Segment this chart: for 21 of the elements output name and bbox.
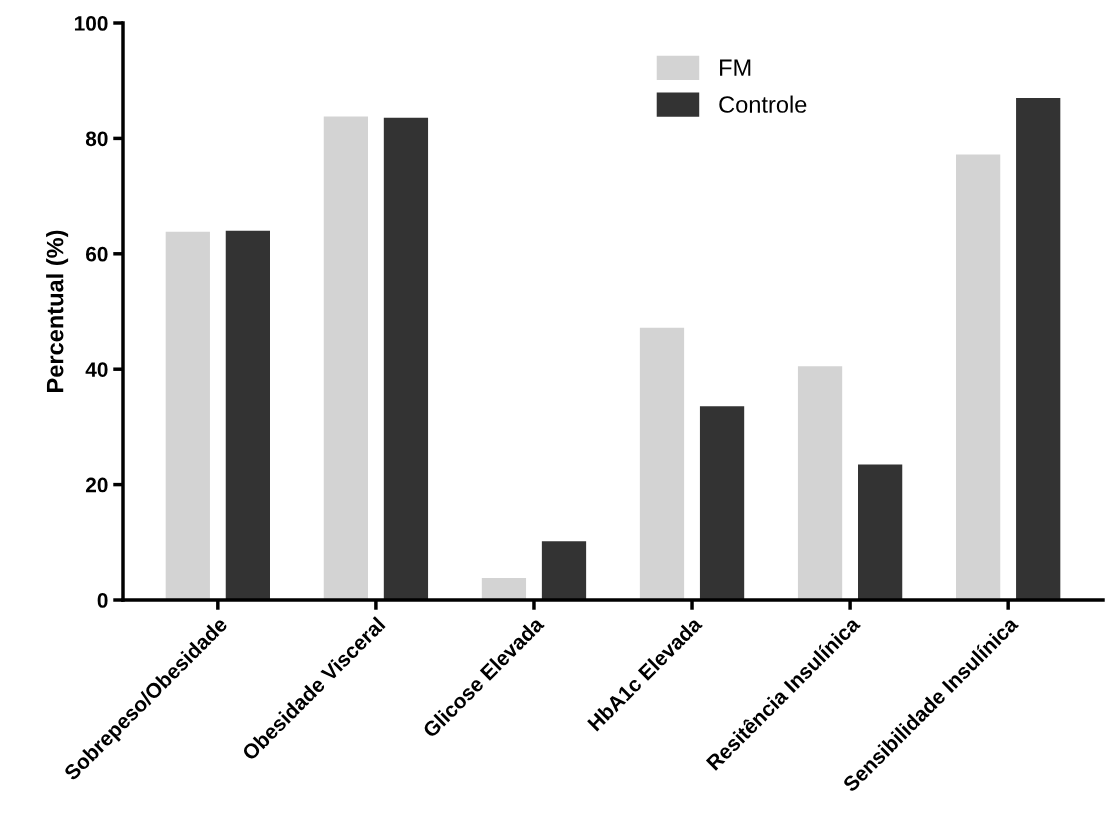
bar <box>225 230 270 600</box>
bar <box>639 327 685 600</box>
bar <box>541 541 587 600</box>
bar <box>383 117 429 600</box>
bar <box>699 406 745 600</box>
y-tick-label: 20 <box>85 477 108 493</box>
bar <box>323 116 368 600</box>
y-tick-label: 40 <box>85 362 108 377</box>
legend-label: Controle <box>719 95 807 113</box>
bar <box>797 366 843 600</box>
y-axis-title: Percentual (%) <box>46 230 69 392</box>
y-tick-label: 100 <box>74 16 108 31</box>
y-tick-label: 0 <box>97 593 108 608</box>
bar <box>1016 98 1061 600</box>
bar <box>165 231 210 600</box>
bar <box>481 578 527 600</box>
bar <box>956 154 1001 600</box>
y-tick-label: 80 <box>85 131 108 147</box>
y-tick-label: 60 <box>86 246 108 262</box>
legend-label: FM <box>720 59 751 76</box>
bar <box>858 464 903 600</box>
